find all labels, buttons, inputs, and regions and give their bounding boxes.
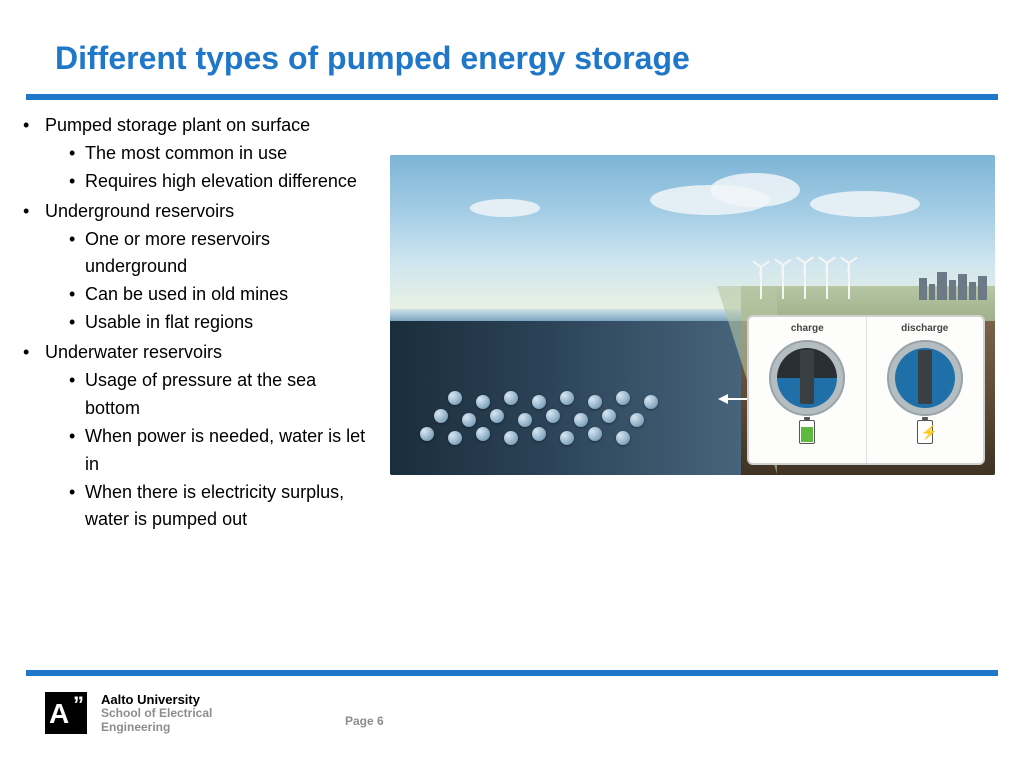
page-number: Page 6 — [345, 714, 384, 728]
footer: A” Aalto University School of Electrical… — [45, 692, 212, 735]
discharge-panel: discharge ⚡ — [866, 317, 984, 463]
affiliation-text: Aalto University School of Electrical En… — [101, 692, 212, 735]
charge-label: charge — [791, 323, 824, 334]
sub-bullet: The most common in use — [45, 140, 375, 168]
bullet-1: Pumped storage plant on surface The most… — [15, 112, 375, 196]
wind-turbine-icon — [826, 263, 828, 299]
sub-bullet: When there is electricity surplus, water… — [45, 479, 375, 535]
underwater-storage-figure: charge discharge ⚡ — [390, 155, 995, 475]
battery-charging-icon — [799, 420, 815, 444]
sub-bullet: One or more reservoirs underground — [45, 226, 375, 282]
discharge-label: discharge — [901, 323, 948, 334]
school-line-1: School of Electrical — [101, 707, 212, 721]
wind-turbine-icon — [848, 263, 850, 299]
bullet-2: Underground reservoirs One or more reser… — [15, 198, 375, 337]
aalto-logo-icon: A” — [45, 692, 87, 734]
bullet-3: Underwater reservoirs Usage of pressure … — [15, 339, 375, 534]
sphere-discharging-icon — [887, 340, 963, 416]
sub-bullet: Usable in flat regions — [45, 309, 375, 337]
bullet-text: Underwater reservoirs — [45, 342, 222, 362]
sub-bullet: Usage of pressure at the sea bottom — [45, 367, 375, 423]
divider-bottom — [26, 670, 998, 676]
wind-turbine-icon — [760, 267, 762, 299]
sub-bullet: When power is needed, water is let in — [45, 423, 375, 479]
charge-discharge-inset: charge discharge ⚡ — [747, 315, 985, 465]
battery-discharging-icon: ⚡ — [917, 420, 933, 444]
university-name: Aalto University — [101, 692, 212, 707]
city-icon — [919, 270, 989, 300]
wind-turbine-icon — [782, 265, 784, 299]
sphere-charging-icon — [769, 340, 845, 416]
bullet-text: Underground reservoirs — [45, 201, 234, 221]
charge-panel: charge — [749, 317, 866, 463]
school-line-2: Engineering — [101, 721, 212, 735]
sub-bullet: Requires high elevation difference — [45, 168, 375, 196]
bullet-content: Pumped storage plant on surface The most… — [15, 112, 375, 536]
water-surface — [390, 309, 765, 322]
wind-turbine-icon — [804, 263, 806, 299]
slide: Different types of pumped energy storage… — [0, 0, 1024, 768]
slide-title: Different types of pumped energy storage — [55, 40, 690, 77]
sub-bullet: Can be used in old mines — [45, 281, 375, 309]
bullet-text: Pumped storage plant on surface — [45, 115, 310, 135]
divider-top — [26, 94, 998, 100]
sea-cross-section — [390, 321, 765, 475]
